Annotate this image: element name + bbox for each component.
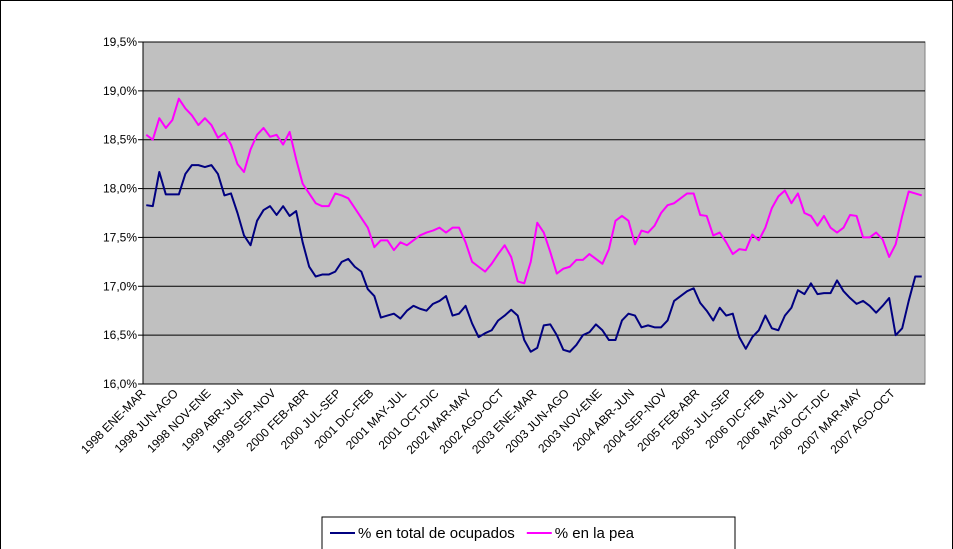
y-tick-label: 17,5%	[103, 230, 137, 244]
y-tick-label: 19,0%	[103, 84, 137, 98]
y-tick-label: 18,0%	[103, 182, 137, 196]
y-tick-label: 16,5%	[103, 328, 137, 342]
series-line	[146, 164, 922, 353]
series-line	[145, 97, 923, 285]
y-tick-label: 17,0%	[103, 279, 137, 293]
legend-label: % en total de ocupados	[358, 525, 515, 542]
legend-label: % en la pea	[555, 525, 635, 542]
plot-area	[142, 41, 926, 385]
y-tick-label: 16,0%	[103, 377, 137, 391]
y-tick-label: 18,5%	[103, 133, 137, 147]
y-tick-label: 19,5%	[103, 35, 137, 49]
